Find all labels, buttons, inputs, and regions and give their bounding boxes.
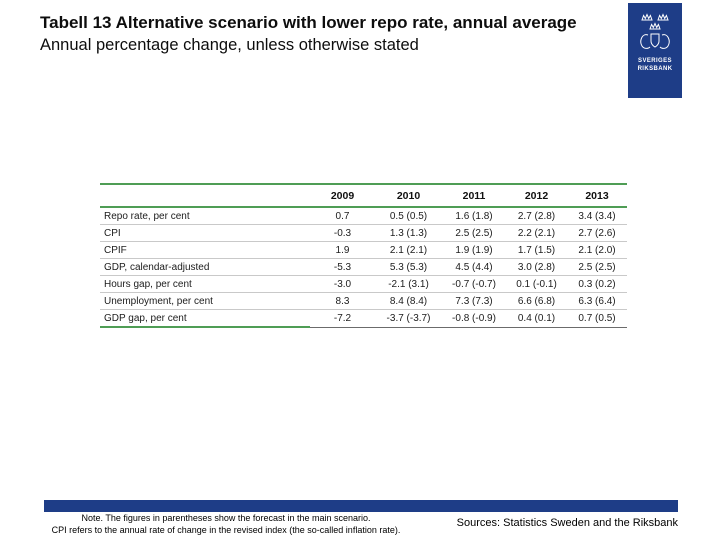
cell: 7.3 (7.3) — [442, 292, 506, 310]
col-header-2009: 2009 — [310, 184, 375, 208]
col-header-2013: 2013 — [567, 184, 627, 208]
cell: 6.3 (6.4) — [567, 292, 627, 310]
table-row: GDP gap, per cent -7.2 -3.7 (-3.7) -0.8 … — [100, 309, 627, 328]
cell: 8.3 — [310, 292, 375, 310]
cell: 2.1 (2.1) — [375, 241, 442, 259]
cell: 1.3 (1.3) — [375, 224, 442, 242]
cell: 4.5 (4.4) — [442, 258, 506, 276]
table-row: Repo rate, per cent 0.7 0.5 (0.5) 1.6 (1… — [100, 207, 627, 225]
riksbank-emblem-icon — [635, 11, 675, 55]
cell: 5.3 (5.3) — [375, 258, 442, 276]
cell: 0.7 (0.5) — [567, 309, 627, 328]
cell: 2.2 (2.1) — [506, 224, 567, 242]
cell: -3.0 — [310, 275, 375, 293]
cell: -0.7 (-0.7) — [442, 275, 506, 293]
table-row: CPIF 1.9 2.1 (2.1) 1.9 (1.9) 1.7 (1.5) 2… — [100, 241, 627, 259]
cell: -0.8 (-0.9) — [442, 309, 506, 328]
cell: 3.0 (2.8) — [506, 258, 567, 276]
cell: 0.1 (-0.1) — [506, 275, 567, 293]
row-label: Repo rate, per cent — [104, 210, 190, 222]
cell: 2.7 (2.8) — [517, 210, 556, 222]
table-row: CPI -0.3 1.3 (1.3) 2.5 (2.5) 2.2 (2.1) 2… — [100, 224, 627, 242]
cell: -5.3 — [310, 258, 375, 276]
table-row: Unemployment, per cent 8.3 8.4 (8.4) 7.3… — [100, 292, 627, 310]
cell: 1.9 (1.9) — [442, 241, 506, 259]
cell: 0.5 (0.5) — [389, 210, 428, 222]
cell: 2.5 (2.5) — [567, 258, 627, 276]
table-row: Hours gap, per cent -3.0 -2.1 (3.1) -0.7… — [100, 275, 627, 293]
row-label: Unemployment, per cent — [100, 292, 310, 310]
cell: 2.5 (2.5) — [442, 224, 506, 242]
riksbank-logo-text: SVERIGES RIKSBANK — [638, 58, 673, 73]
title-block: Tabell 13 Alternative scenario with lowe… — [40, 12, 618, 56]
scenario-table: 2009 2010 2011 2012 2013 Repo rate, per … — [100, 183, 627, 328]
row-label: GDP, calendar-adjusted — [100, 258, 310, 276]
cell: 6.6 (6.8) — [506, 292, 567, 310]
riksbank-logo: SVERIGES RIKSBANK — [628, 3, 682, 98]
col-header-2011: 2011 — [442, 184, 506, 208]
row-label: CPIF — [100, 241, 310, 259]
footer-accent-bar — [44, 500, 678, 512]
row-label: Hours gap, per cent — [100, 275, 310, 293]
table-header-row: 2009 2010 2011 2012 2013 — [100, 184, 627, 208]
col-header-2012: 2012 — [506, 184, 567, 208]
cell: -0.3 — [310, 224, 375, 242]
cell: 0.4 (0.1) — [506, 309, 567, 328]
cell: 0.3 (0.2) — [567, 275, 627, 293]
cell: 2.7 (2.6) — [567, 224, 627, 242]
note-line1: Note. The figures in parentheses show th… — [81, 513, 371, 523]
note-line2: CPI refers to the annual rate of change … — [51, 524, 401, 535]
row-label: GDP gap, per cent — [100, 309, 310, 328]
slide-subtitle: Annual percentage change, unless otherwi… — [40, 36, 419, 54]
table-note: Note. The figures in parentheses show th… — [0, 513, 452, 536]
slide-title: Tabell 13 Alternative scenario with lowe… — [40, 13, 577, 32]
col-header-2010: 2010 — [375, 184, 442, 208]
cell: -3.7 (-3.7) — [375, 309, 442, 328]
table-wrap: 2009 2010 2011 2012 2013 Repo rate, per … — [100, 183, 627, 328]
table-row: GDP, calendar-adjusted -5.3 5.3 (5.3) 4.… — [100, 258, 627, 276]
cell: 3.4 (3.4) — [578, 210, 616, 222]
cell: -2.1 (3.1) — [375, 275, 442, 293]
cell: 1.6 (1.8) — [455, 210, 493, 222]
row-label: CPI — [100, 224, 310, 242]
table-corner-cell — [100, 184, 310, 208]
cell: 0.7 — [335, 210, 350, 222]
cell: -7.2 — [310, 309, 375, 328]
cell: 1.7 (1.5) — [506, 241, 567, 259]
cell: 8.4 (8.4) — [375, 292, 442, 310]
cell: 1.9 — [310, 241, 375, 259]
cell: 2.1 (2.0) — [567, 241, 627, 259]
riksbank-logo-line2: RIKSBANK — [637, 65, 673, 72]
riksbank-logo-line1: SVERIGES — [638, 58, 672, 64]
sources-text: Sources: Statistics Sweden and the Riksb… — [456, 517, 678, 529]
